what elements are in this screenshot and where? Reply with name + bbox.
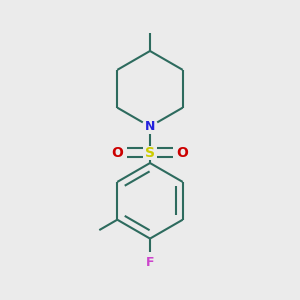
Text: N: N [145, 120, 155, 133]
Text: O: O [112, 146, 123, 160]
Text: O: O [177, 146, 188, 160]
Text: S: S [145, 146, 155, 160]
Text: F: F [146, 256, 154, 268]
